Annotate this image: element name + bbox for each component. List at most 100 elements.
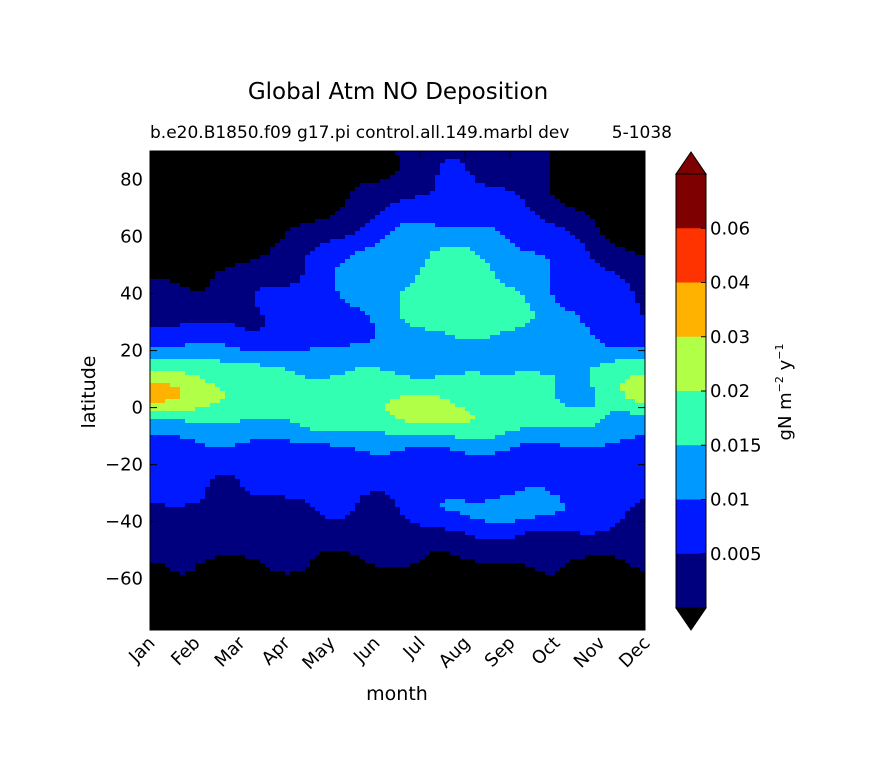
contour-cell <box>490 335 596 340</box>
contour-cell <box>305 267 336 272</box>
contour-cell <box>535 211 586 216</box>
contour-cell <box>240 479 645 484</box>
contour-cell <box>150 331 376 336</box>
contour-cell <box>210 479 241 484</box>
contour-cell <box>225 343 351 348</box>
contour-cell <box>585 247 626 252</box>
contour-cell <box>150 171 396 176</box>
contour-cell <box>285 495 361 500</box>
contour-cell <box>495 271 551 276</box>
contour-cell <box>150 471 645 476</box>
contour-cell <box>640 567 645 572</box>
contour-cell <box>425 327 516 332</box>
contour-cell <box>465 407 645 412</box>
contour-cell <box>310 503 356 508</box>
contour-cell <box>150 231 286 236</box>
contour-cell <box>195 439 251 444</box>
contour-cell <box>150 391 181 396</box>
contour-cell <box>520 247 586 252</box>
contour-cell <box>620 275 645 280</box>
contour-cell <box>590 215 645 220</box>
contour-cell <box>615 359 645 364</box>
contour-cell <box>525 295 556 300</box>
contour-cell <box>515 243 586 248</box>
contour-cell <box>300 423 596 428</box>
contour-cell <box>190 287 206 292</box>
contour-cell <box>150 343 186 348</box>
contour-cell <box>445 507 566 512</box>
contour-cell <box>530 207 576 212</box>
contour-cell <box>260 327 376 332</box>
contour-cell <box>550 191 645 196</box>
contour-cell <box>405 319 531 324</box>
contour-cell <box>460 159 551 164</box>
colorbar-band <box>676 499 706 555</box>
contour-cell <box>345 259 426 264</box>
contour-cell <box>515 519 621 524</box>
contour-cell <box>265 315 371 320</box>
contour-cell <box>195 407 386 412</box>
contour-cell <box>635 251 645 256</box>
contour-cell <box>195 563 266 568</box>
contour-cell <box>360 555 426 560</box>
contour-cell <box>215 475 236 480</box>
contour-cell <box>150 223 301 228</box>
contour-cell <box>525 531 581 536</box>
contour-cell <box>335 279 416 284</box>
contour-cell <box>525 323 586 328</box>
contour-cell <box>360 183 436 188</box>
contour-cell <box>565 563 631 568</box>
contour-cell <box>265 563 311 568</box>
contour-cell <box>470 515 536 520</box>
contour-cell <box>150 475 216 480</box>
contour-cell <box>345 371 396 376</box>
contour-cell <box>370 339 601 344</box>
contour-cell <box>560 399 596 404</box>
contour-cell <box>300 275 336 280</box>
contour-cell <box>475 415 606 420</box>
contour-cell <box>150 303 256 308</box>
contour-cell <box>430 551 451 556</box>
contour-cell <box>575 207 645 212</box>
contour-cell <box>365 223 401 228</box>
contour-cell <box>560 495 645 500</box>
contour-cell <box>205 487 246 492</box>
contour-cell <box>170 279 211 284</box>
contour-cell <box>625 391 645 396</box>
contour-cell <box>210 483 241 488</box>
contour-cell <box>390 495 501 500</box>
contour-cell <box>500 495 561 500</box>
contour-cell <box>405 287 516 292</box>
contour-cell <box>260 559 311 564</box>
contour-cell <box>150 263 236 268</box>
contour-cell <box>595 223 645 228</box>
contour-cell <box>315 247 366 252</box>
contour-cell <box>150 511 321 516</box>
contour-cell <box>370 219 546 224</box>
contour-cell <box>310 251 356 256</box>
contour-cell <box>320 511 351 516</box>
contour-cell <box>550 183 645 188</box>
contour-cell <box>200 499 306 504</box>
contour-cell <box>150 499 201 504</box>
contour-cell <box>445 331 501 336</box>
contour-cell <box>465 499 486 504</box>
contour-cell <box>400 507 446 512</box>
contour-cell <box>465 371 481 376</box>
contour-cell <box>150 459 645 464</box>
contour-cell <box>245 487 526 492</box>
contour-cell <box>240 483 645 488</box>
contour-cell <box>150 423 301 428</box>
contour-cell <box>150 447 356 452</box>
contour-cell <box>590 379 626 384</box>
contour-cell <box>640 307 645 312</box>
contour-cell <box>445 527 611 532</box>
contour-cell <box>290 283 336 288</box>
contour-cell <box>350 195 416 200</box>
contour-cell <box>245 555 316 560</box>
contour-cell <box>235 475 645 480</box>
contour-cell <box>220 359 616 364</box>
contour-cell <box>390 411 471 416</box>
contour-cell <box>600 419 645 424</box>
contour-cell <box>205 491 251 496</box>
